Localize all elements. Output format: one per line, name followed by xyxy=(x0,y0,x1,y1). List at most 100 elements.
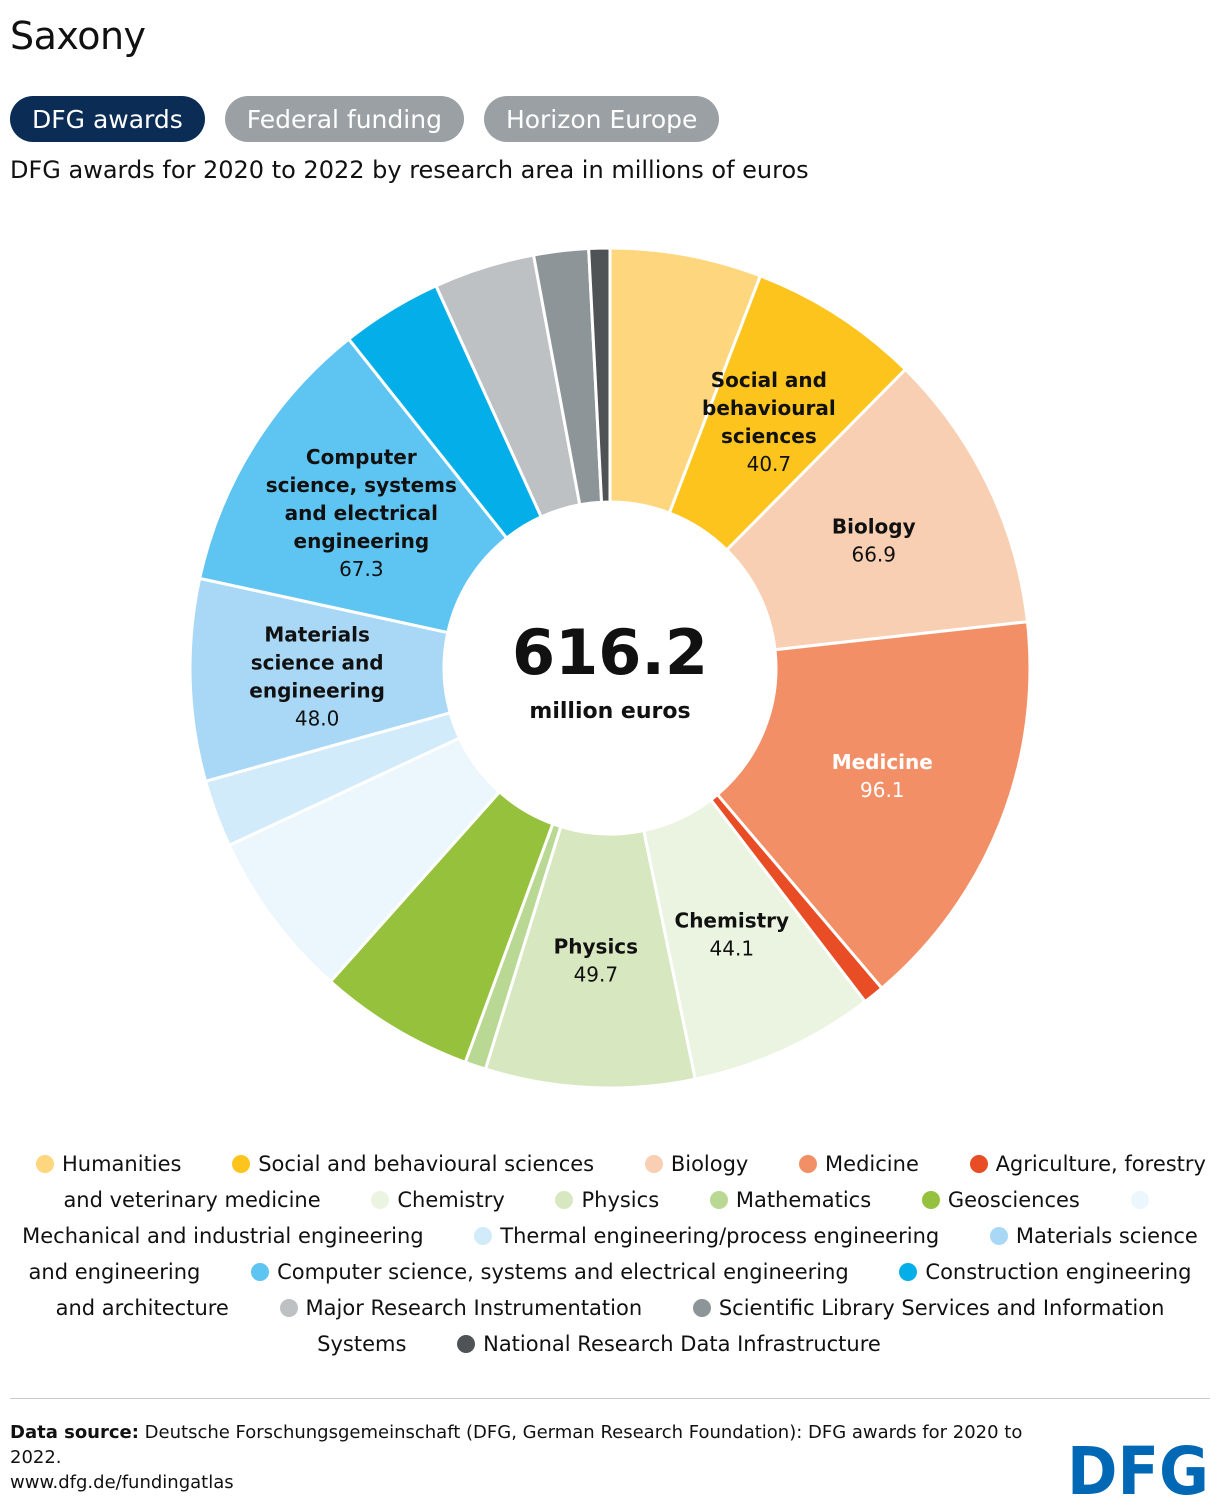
legend-label: Chemistry xyxy=(397,1188,505,1212)
legend-item-major-research-instrumentation[interactable]: Major Research Instrumentation xyxy=(279,1296,643,1320)
slice-label-line: Physics xyxy=(554,935,638,959)
slice-chemistry[interactable] xyxy=(641,797,868,1082)
legend-item-social-and-behavioural-sciences[interactable]: Social and behavioural sciences xyxy=(232,1152,594,1176)
slice-biology[interactable] xyxy=(724,367,1030,652)
dfg-logo-text: DFG xyxy=(1067,1442,1209,1498)
footer-divider xyxy=(10,1398,1210,1399)
tab-federal-funding[interactable]: Federal funding xyxy=(224,96,464,142)
slice-value-chemistry: 44.1 xyxy=(710,936,755,960)
data-source-label: Data source: xyxy=(10,1422,139,1443)
legend-item-chemistry[interactable]: Chemistry xyxy=(371,1188,505,1212)
legend-label: Mathematics xyxy=(735,1188,872,1212)
legend-item-construction-engineering-and-architecture[interactable]: Construction engineering and architectur… xyxy=(56,1260,1192,1320)
slice-label-computer-science-systems-and-electrical-engineering: Computer science, systems and electrical en… xyxy=(266,445,457,581)
slice-value-medicine: 96.1 xyxy=(860,778,905,802)
legend-label: Biology xyxy=(670,1152,749,1176)
legend-item-humanities[interactable]: Humanities xyxy=(36,1152,182,1176)
legend-item-physics[interactable]: Physics xyxy=(555,1188,659,1212)
center-total-value: 616.2 xyxy=(512,616,708,689)
slice-value-materials-science-and-engineering: 48.0 xyxy=(295,706,340,730)
slice-label-line: Social and xyxy=(711,368,827,392)
legend-swatch xyxy=(799,1155,818,1173)
legend-swatch xyxy=(474,1227,493,1245)
slice-value-computer-science-systems-and-electrical-engineering: 67.3 xyxy=(339,557,384,581)
slice-value-biology: 66.9 xyxy=(851,542,896,566)
donut-slice-labels: Social and behavioural sciences 40.7 Biology… xyxy=(249,368,933,987)
slice-label-chemistry: Chemistry 44.1 xyxy=(675,908,790,960)
legend-item-thermal-engineering-process-engineering[interactable]: Thermal engineering/process engineering xyxy=(474,1224,939,1248)
slice-label-line: engineering xyxy=(294,529,430,553)
legend-item-materials-science-and-engineering[interactable]: Materials science and engineering xyxy=(29,1224,1198,1284)
dfg-logo: DFG xyxy=(1067,1442,1209,1498)
legend-label: Geosciences xyxy=(947,1188,1080,1212)
slice-label-line: Chemistry xyxy=(675,908,790,932)
legend-swatch xyxy=(899,1263,918,1281)
slice-label-medicine: Medicine 96.1 xyxy=(832,750,933,802)
view-tabs: DFG awards Federal funding Horizon Europ… xyxy=(10,96,720,142)
legend-label: Medicine xyxy=(825,1152,919,1176)
legend-item-medicine[interactable]: Medicine xyxy=(799,1152,919,1176)
legend-item-agriculture-forestry-and-veterinary-medicine[interactable]: Agriculture, forestry and veterinary med… xyxy=(63,1152,1206,1212)
legend-swatch xyxy=(251,1263,270,1281)
funding-atlas-link[interactable]: www.dfg.de/fundingatlas xyxy=(10,1472,234,1493)
legend-item-mechanical-and-industrial-engineering[interactable]: Mechanical and industrial engineering xyxy=(22,1188,1156,1248)
tab-dfg-awards[interactable]: DFG awards xyxy=(10,96,205,142)
legend-swatch xyxy=(371,1191,390,1209)
legend-swatch xyxy=(1130,1191,1149,1209)
tab-horizon-europe[interactable]: Horizon Europe xyxy=(483,96,720,142)
slice-medicine[interactable] xyxy=(715,620,1032,991)
slice-materials-science-and-engineering[interactable] xyxy=(188,576,452,784)
legend-item-computer-science-systems-and-electrical-engineering[interactable]: Computer science, systems and electrical… xyxy=(251,1260,849,1284)
legend-swatch xyxy=(692,1299,711,1317)
legend-label: Computer science, systems and electrical… xyxy=(277,1260,849,1284)
legend-item-mathematics[interactable]: Mathematics xyxy=(709,1188,872,1212)
legend-label: Major Research Instrumentation xyxy=(305,1296,643,1320)
legend-label: Physics xyxy=(581,1188,660,1212)
data-source: Data source: Deutsche Forschungsgemeinsc… xyxy=(10,1420,1040,1495)
page-title: Saxony xyxy=(10,14,146,58)
legend-swatch xyxy=(921,1191,940,1209)
donut-chart: Social and behavioural sciences 40.7 Biology… xyxy=(188,246,1032,1090)
center-total-unit: million euros xyxy=(529,699,690,724)
legend-label: Construction engineering and architectur… xyxy=(55,1260,1192,1320)
legend-label: Humanities xyxy=(62,1152,182,1176)
slice-label-line: sciences xyxy=(721,424,817,448)
slice-physics[interactable] xyxy=(483,824,698,1090)
legend-label: Mechanical and industrial engineering xyxy=(22,1224,424,1248)
slice-label-line: science and xyxy=(251,650,384,674)
slice-label-social-and-behavioural-sciences: Social and behavioural sciences 40.7 xyxy=(702,368,836,476)
legend-label: National Research Data Infrastructure xyxy=(483,1332,881,1356)
slice-value-physics: 49.7 xyxy=(574,963,619,987)
legend-swatch xyxy=(644,1155,663,1173)
legend-swatch xyxy=(232,1155,251,1173)
slice-label-physics: Physics 49.7 xyxy=(554,935,638,987)
slice-label-biology: Biology 66.9 xyxy=(832,514,916,566)
legend-swatch xyxy=(709,1191,728,1209)
legend-item-geosciences[interactable]: Geosciences xyxy=(921,1188,1080,1212)
slice-label-line: engineering xyxy=(249,678,385,702)
legend-label: Materials science and engineering xyxy=(28,1224,1198,1284)
slice-computer-science-systems-and-electrical-engineering[interactable] xyxy=(197,337,509,635)
slice-label-line: Biology xyxy=(832,514,916,538)
legend-swatch xyxy=(279,1299,298,1317)
legend-swatch xyxy=(457,1335,476,1353)
donut-slices xyxy=(188,246,1032,1090)
legend-label: Agriculture, forestry and veterinary med… xyxy=(63,1152,1206,1212)
legend-swatch xyxy=(989,1227,1008,1245)
slice-label-line: Medicine xyxy=(832,750,933,774)
data-source-text: Deutsche Forschungsgemeinschaft (DFG, Ge… xyxy=(10,1422,1023,1468)
legend-swatch xyxy=(555,1191,574,1209)
legend-item-national-research-data-infrastructure[interactable]: National Research Data Infrastructure xyxy=(457,1332,881,1356)
slice-label-line: behavioural xyxy=(702,396,836,420)
slice-value-social-and-behavioural-sciences: 40.7 xyxy=(747,452,792,476)
slice-label-line: Materials xyxy=(264,622,370,646)
chart-legend: Humanities Social and behavioural scienc… xyxy=(10,1146,1210,1362)
legend-label: Social and behavioural sciences xyxy=(258,1152,595,1176)
slice-label-line: science, systems xyxy=(266,473,457,497)
legend-item-biology[interactable]: Biology xyxy=(644,1152,749,1176)
legend-item-scientific-library-services-and-information-systems[interactable]: Scientific Library Services and Informat… xyxy=(317,1296,1164,1356)
legend-swatch xyxy=(969,1155,988,1173)
legend-label: Thermal engineering/process engineering xyxy=(500,1224,940,1248)
slice-label-line: and electrical xyxy=(285,501,438,525)
slice-national-research-data-infrastructure[interactable] xyxy=(587,246,612,504)
